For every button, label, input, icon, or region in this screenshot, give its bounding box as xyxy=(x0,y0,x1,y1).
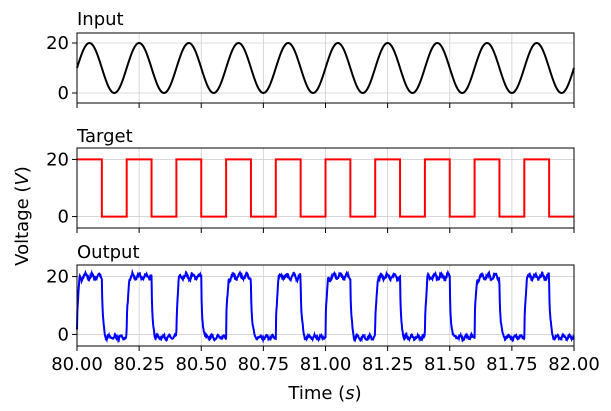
x-tick-label: 82.00 xyxy=(548,354,600,375)
input-panel-title: Input xyxy=(77,9,124,30)
output-panel: Output 0 20 80.00 80.25 80.50 80.75 81.00 81.2… xyxy=(46,242,600,375)
output-panel-title: Output xyxy=(77,242,140,263)
x-axis-label: Time (s) xyxy=(287,383,361,404)
x-tick-label: 81.00 xyxy=(300,354,352,375)
x-tick-label: 81.25 xyxy=(362,354,414,375)
y-tick-label: 0 xyxy=(58,83,69,104)
x-tick-label: 80.25 xyxy=(113,354,165,375)
target-x-ticks xyxy=(76,228,575,233)
output-y-ticks: 0 20 xyxy=(46,267,77,345)
x-tick-label: 80.50 xyxy=(175,354,227,375)
y-tick-label: 0 xyxy=(58,207,69,228)
target-y-ticks: 0 20 xyxy=(46,149,77,228)
y-tick-label: 20 xyxy=(46,149,69,170)
target-panel: Target 0 20 xyxy=(46,126,575,233)
input-panel: Input 0 20 xyxy=(46,9,575,108)
y-tick-label: 20 xyxy=(46,33,69,54)
y-tick-label: 0 xyxy=(58,324,69,345)
shared-y-axis-label: Voltage (V) xyxy=(12,166,33,266)
output-trace xyxy=(76,268,575,344)
input-trace xyxy=(76,41,575,95)
y-tick-label: 20 xyxy=(46,267,69,288)
x-tick-label: 80.75 xyxy=(238,354,290,375)
target-panel-title: Target xyxy=(76,126,133,147)
input-x-ticks xyxy=(76,103,575,108)
x-tick-label: 81.50 xyxy=(424,354,476,375)
output-x-ticks: 80.00 80.25 80.50 80.75 81.00 81.25 81.50 81.75… xyxy=(51,346,600,375)
target-trace xyxy=(77,158,574,218)
input-y-ticks: 0 20 xyxy=(46,33,77,104)
x-tick-label: 80.00 xyxy=(51,354,103,375)
x-tick-label: 81.75 xyxy=(486,354,538,375)
